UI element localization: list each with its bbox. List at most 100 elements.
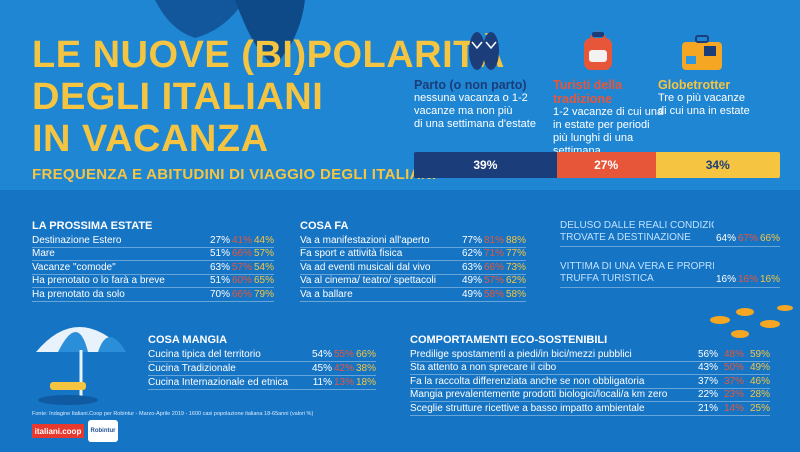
value-globetrotter: 54% <box>253 261 274 273</box>
table-row: Cucina Tradizionale 45% 42% 38% <box>148 362 376 376</box>
value-globetrotter: 18% <box>355 377 376 388</box>
value-turisti: 55% <box>333 349 354 360</box>
value-parto: 51% <box>209 248 230 260</box>
value-globetrotter: 62% <box>505 275 526 287</box>
table-row: Mare 51% 66% 57% <box>32 248 274 261</box>
row-label: Fa la raccolta differenziata anche se no… <box>410 375 645 387</box>
table-row: Vacanze "comode" 63% 57% 54% <box>32 261 274 275</box>
row-label: Va ad eventi musicali dal vivo <box>300 261 431 273</box>
row-label: Mare <box>32 248 55 260</box>
value-globetrotter: 38% <box>355 363 376 374</box>
page-title: LE NUOVE (BI)POLARITÀ DEGLI ITALIANI IN … <box>32 34 505 160</box>
table-row: Va a manifestazioni all'aperto 77% 81% 88% <box>300 234 526 248</box>
category-desc: nessuna vacanza o 1-2 <box>414 92 528 104</box>
satisfaction-box: DELUSO DALLE REALI CONDIZIONI TROVATE A … <box>560 220 780 288</box>
value-turisti: 81% <box>483 234 504 246</box>
cosa-fa-table: Va a manifestazioni all'aperto 77% 81% 88% … <box>300 234 526 302</box>
value-parto: 43% <box>697 362 718 374</box>
palm-leaf-icon <box>235 0 305 65</box>
row-label: DELUSO DALLE REALI CONDIZIONI TROVATE A … <box>560 220 714 244</box>
category-globetrotter: Globetrotter Tre o più vacanze di cui un… <box>658 78 778 118</box>
value-parto: 64% <box>715 233 736 244</box>
row-label: Predilige spostamenti a piedi/in bici/me… <box>410 348 632 360</box>
value-globetrotter: 58% <box>505 288 526 300</box>
share-segment-turisti: 27% <box>556 152 656 178</box>
category-parto: Parto (o non parto) nessuna vacanza o 1-… <box>414 78 544 131</box>
value-parto: 27% <box>209 234 230 246</box>
row-label: Vacanze "comode" <box>32 261 116 273</box>
table-row: DELUSO DALLE REALI CONDIZIONI TROVATE A … <box>560 220 780 247</box>
value-parto: 63% <box>209 261 230 273</box>
row-label: Sceglie strutture ricettive a basso impa… <box>410 402 645 414</box>
table-row: VITTIMA DI UNA VERA E PROPRIA TRUFFA TUR… <box>560 261 780 288</box>
value-turisti: 14% <box>723 402 744 414</box>
row-label: VITTIMA DI UNA VERA E PROPRIA TRUFFA TUR… <box>560 261 714 285</box>
source-note: Fonte: Indagine Italiani.Coop per Robint… <box>32 411 314 417</box>
sea-background <box>0 190 800 452</box>
row-label: Ha prenotato da solo <box>32 288 125 300</box>
value-turisti: 37% <box>723 375 744 387</box>
section-title-cosa-mangia: COSA MANGIA <box>148 334 228 346</box>
row-label: Va a ballare <box>300 288 353 300</box>
value-parto: 54% <box>311 349 332 360</box>
value-parto: 21% <box>697 402 718 414</box>
category-name: Globetrotter <box>658 78 731 92</box>
table-row: Cucina tipica del territorio 54% 55% 66% <box>148 348 376 362</box>
table-row: Cucina Internazionale ed etnica 11% 13% 18% <box>148 376 376 390</box>
prossima-estate-table: Destinazione Estero 27% 41% 44% Mare 51% 66% 5… <box>32 234 274 302</box>
value-globetrotter: 73% <box>505 261 526 273</box>
row-label: Cucina tipica del territorio <box>148 349 261 360</box>
row-label: Ha prenotato o lo farà a breve <box>32 275 165 287</box>
eco-table: Predilige spostamenti a piedi/in bici/me… <box>410 348 770 416</box>
share-bar: 39% 27% 34% <box>414 152 780 178</box>
palm-leaf-icon <box>155 0 245 38</box>
page-subtitle: FREQUENZA E ABITUDINI DI VIAGGIO DEGLI I… <box>32 166 437 183</box>
category-desc: vacanze ma non più <box>414 105 513 117</box>
robintur-logo: Robintur <box>88 420 118 442</box>
value-globetrotter: 25% <box>749 402 770 414</box>
table-row: Sta attento a non sprecare il cibo 43% 50%… <box>410 362 770 375</box>
value-turisti: 58% <box>483 288 504 300</box>
row-label-line: TRUFFA TURISTICA <box>560 273 654 284</box>
value-turisti: 23% <box>723 389 744 401</box>
value-turisti: 60% <box>231 275 252 287</box>
category-name: Parto (o non parto) <box>414 78 527 92</box>
value-parto: 62% <box>461 248 482 260</box>
row-label: Mangia prevalentemente prodotti biologic… <box>410 389 668 401</box>
table-row: Predilige spostamenti a piedi/in bici/me… <box>410 348 770 362</box>
value-turisti: 48% <box>723 348 744 360</box>
value-globetrotter: 66% <box>355 349 376 360</box>
value-parto: 70% <box>209 288 230 300</box>
row-label: Cucina Internazionale ed etnica <box>148 377 289 388</box>
value-globetrotter: 16% <box>759 274 780 285</box>
table-row: Va a ballare 49% 58% 58% <box>300 288 526 302</box>
value-turisti: 42% <box>333 363 354 374</box>
fish-school-icon <box>710 305 793 338</box>
table-row: Fa sport e attività fisica 62% 71% 77% <box>300 248 526 261</box>
table-row: Mangia prevalentemente prodotti biologic… <box>410 389 770 402</box>
share-segment-globetrotter: 34% <box>655 152 780 178</box>
value-turisti: 66% <box>231 288 252 300</box>
row-label-line: TROVATE A DESTINAZIONE <box>560 232 691 243</box>
value-globetrotter: 28% <box>749 389 770 401</box>
category-name: Turisti della tradizione <box>553 78 623 106</box>
value-turisti: 50% <box>723 362 744 374</box>
value-turisti: 41% <box>231 234 252 246</box>
beach-umbrella-icon <box>36 327 126 405</box>
value-globetrotter: 79% <box>253 288 274 300</box>
category-desc: Tre o più vacanze <box>658 92 746 104</box>
section-title-cosa-fa: COSA FA <box>300 220 349 232</box>
backpack-icon <box>574 28 624 74</box>
value-parto: 45% <box>311 363 332 374</box>
row-label: Fa sport e attività fisica <box>300 248 403 260</box>
category-desc: 1-2 vacanze di cui una <box>553 106 664 118</box>
row-label: Va a manifestazioni all'aperto <box>300 234 430 246</box>
value-parto: 22% <box>697 389 718 401</box>
value-parto: 16% <box>715 274 736 285</box>
row-label-line: VITTIMA DI UNA VERA E PROPRIA <box>560 261 714 272</box>
section-title-eco: COMPORTAMENTI ECO-SOSTENIBILI <box>410 334 608 346</box>
title-line: LE NUOVE (BI)POLARITÀ <box>32 34 505 76</box>
value-parto: 77% <box>461 234 482 246</box>
value-globetrotter: 44% <box>253 234 274 246</box>
value-globetrotter: 66% <box>759 233 780 244</box>
